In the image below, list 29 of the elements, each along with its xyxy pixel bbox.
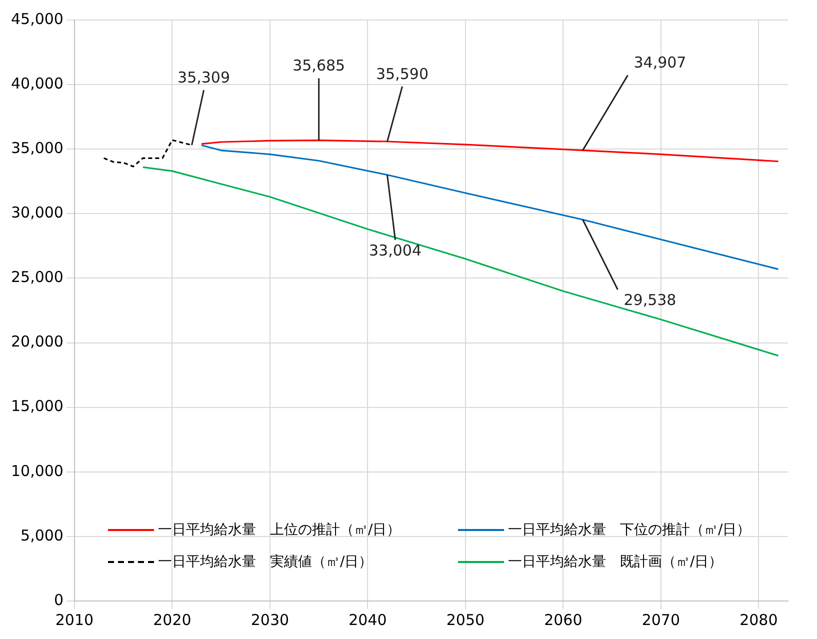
x-tick-label: 2030 <box>250 610 290 629</box>
x-tick-label: 2080 <box>740 610 778 629</box>
x-tick-label: 2020 <box>153 610 192 629</box>
legend-label: 一日平均給水量 上位の推計（㎥/日） <box>158 521 401 539</box>
y-tick-label: 45,000 <box>10 10 64 28</box>
y-tick-label: 10,000 <box>10 462 64 480</box>
x-tick-label: 2050 <box>446 610 485 629</box>
x-tick-label: 2010 <box>55 610 94 629</box>
line-series <box>103 139 193 168</box>
x-tick-label: 2040 <box>348 610 387 629</box>
annotation: 34,907 <box>634 54 686 72</box>
y-tick-label: 30,000 <box>10 204 64 222</box>
y-tick-label: 40,000 <box>10 74 64 92</box>
annotation: 33,004 <box>369 241 422 260</box>
annotation: 35,309 <box>178 68 230 87</box>
y-tick-label: 15,000 <box>10 397 64 416</box>
y-tick-label: 25,000 <box>10 268 64 286</box>
y-tick-label: 0 <box>54 590 64 609</box>
annotation: 29,538 <box>624 291 676 310</box>
y-tick-label: 35,000 <box>10 139 64 157</box>
x-tick-label: 2060 <box>544 610 582 629</box>
y-tick-label: 5,000 <box>20 526 64 544</box>
annotation: 35,685 <box>292 56 346 75</box>
y-tick-label: 20,000 <box>10 332 64 351</box>
legend-label: 一日平均給水量 下位の推計（㎥/日） <box>508 521 751 539</box>
annotation: 35,590 <box>376 64 429 83</box>
legend-label: 一日平均給水量 実績値（㎥/日） <box>158 553 373 571</box>
legend-label: 一日平均給水量 既計画（㎥/日） <box>508 553 723 571</box>
x-tick-label: 2070 <box>642 610 680 629</box>
